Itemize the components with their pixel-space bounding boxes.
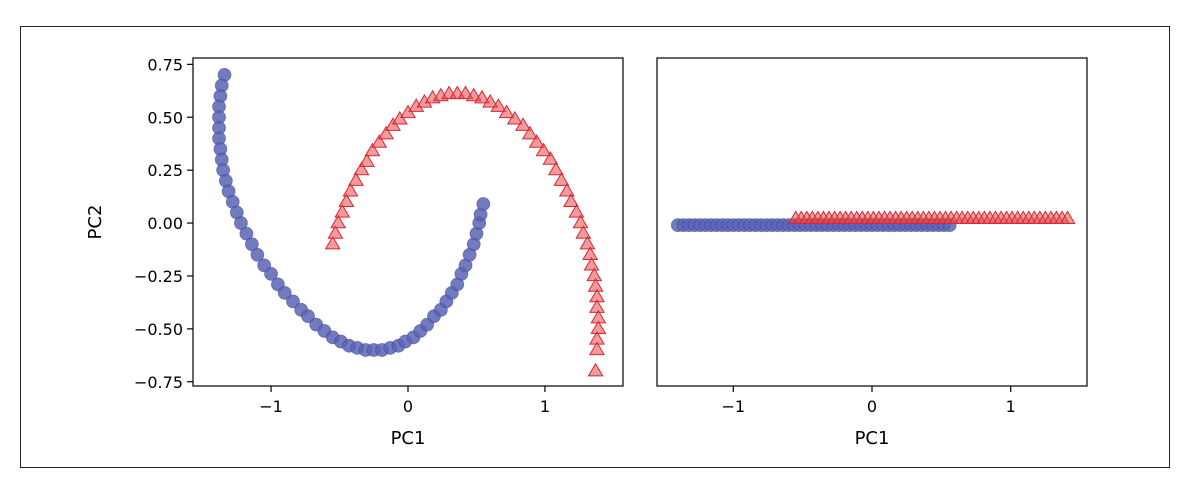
left-scatter-plot: −1 0 1 0.75 0.50 0.25 0.00 −0.25 −0.50 −0.75 PC1 PC… xyxy=(85,55,624,449)
triangle-data-point xyxy=(575,225,592,239)
triangle-data-point xyxy=(553,172,570,186)
circle-data-point xyxy=(476,197,491,211)
y-tick-label: −0.50 xyxy=(134,320,183,339)
x-tick-label: −1 xyxy=(721,397,745,416)
triangle-data-point xyxy=(342,182,359,197)
x-tick-label: 0 xyxy=(867,397,877,416)
triangle-data-point xyxy=(358,153,375,167)
triangle-data-point xyxy=(521,125,538,140)
triangle-data-point xyxy=(353,161,370,176)
triangle-data-point xyxy=(490,98,507,112)
triangle-data-point xyxy=(542,151,559,165)
circle-data-point xyxy=(301,309,315,324)
circle-data-point xyxy=(250,247,265,262)
triangle-data-point xyxy=(371,134,388,148)
y-tick-label: 0.25 xyxy=(147,161,183,180)
x-tick-label: 1 xyxy=(540,397,550,416)
circle-data-point xyxy=(277,285,292,300)
triangle-data-point xyxy=(473,89,490,104)
right-scatter-plot: −1 0 1 PC1 xyxy=(656,57,1088,449)
triangle-data-point xyxy=(568,203,585,218)
triangle-data-point xyxy=(1059,210,1076,224)
triangle-data-point xyxy=(562,193,579,208)
y-tick-label: 0.75 xyxy=(147,55,183,74)
x-axis-label: PC1 xyxy=(855,428,890,449)
triangle-data-point xyxy=(506,110,523,125)
circle-data-point xyxy=(264,266,278,281)
y-axis-label: PC2 xyxy=(85,205,106,240)
triangle-data-point xyxy=(515,117,532,131)
triangle-data-point xyxy=(330,214,347,229)
triangle-data-point xyxy=(334,203,351,218)
triangle-data-point xyxy=(587,362,604,377)
triangle-data-point xyxy=(378,125,395,140)
figure-frame xyxy=(20,26,1170,468)
triangle-data-point xyxy=(498,104,515,119)
triangle-data-point xyxy=(338,193,355,208)
triangle-data-point xyxy=(364,142,381,157)
triangle-data-point xyxy=(588,341,605,356)
triangle-data-point xyxy=(547,161,564,176)
y-tick-label: 0.00 xyxy=(147,214,183,233)
triangle-data-point xyxy=(324,235,341,250)
triangle-data-point xyxy=(579,235,596,250)
triangle-data-point xyxy=(482,93,499,108)
circle-data-point xyxy=(286,294,300,309)
triangle-data-point xyxy=(327,225,344,239)
y-tick-label: −0.25 xyxy=(134,267,183,286)
triangle-data-point xyxy=(347,172,364,186)
x-tick-label: −1 xyxy=(259,397,283,416)
triangle-data-point xyxy=(558,182,575,197)
triangle-data-point xyxy=(535,142,552,157)
triangle-data-point xyxy=(572,214,589,229)
x-axis-label: PC1 xyxy=(391,428,426,449)
triangle-data-point xyxy=(528,134,545,148)
y-tick-label: −0.75 xyxy=(134,373,183,392)
x-tick-label: 0 xyxy=(403,397,413,416)
x-tick-label: 1 xyxy=(1006,397,1016,416)
triangle-data-point xyxy=(583,256,600,271)
y-tick-label: 0.50 xyxy=(147,108,183,127)
